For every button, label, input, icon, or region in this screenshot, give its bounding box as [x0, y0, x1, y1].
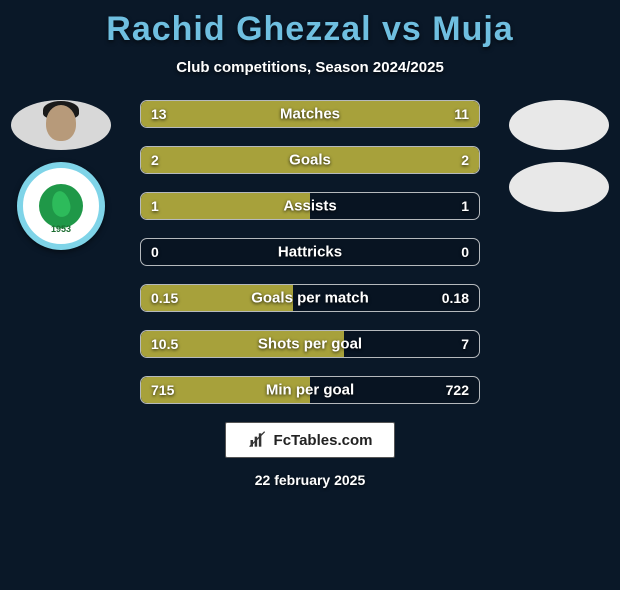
- stat-value-left: 2: [151, 152, 159, 168]
- stat-label: Goals per match: [251, 290, 369, 307]
- stat-value-right: 0.18: [442, 290, 469, 306]
- date-text: 22 february 2025: [0, 472, 620, 488]
- stat-row: 1 1 Assists: [140, 192, 480, 220]
- stat-label: Matches: [280, 106, 340, 123]
- comparison-content: 1953 1311Matches22Goals11Assists00Hattri…: [0, 100, 620, 404]
- stat-rows: 1311Matches22Goals11Assists00Hattricks0.…: [140, 100, 480, 404]
- stat-value-left: 13: [151, 106, 167, 122]
- stat-value-left: 10.5: [151, 336, 178, 352]
- stat-row: 715 722 Min per goal: [140, 376, 480, 404]
- stat-label: Goals: [289, 152, 331, 169]
- stat-fill-left: [141, 147, 310, 173]
- stat-row: 2 2 Goals: [140, 146, 480, 174]
- stat-value-right: 1: [461, 198, 469, 214]
- stat-value-right: 722: [446, 382, 469, 398]
- watermark-text: FcTables.com: [274, 432, 373, 449]
- stat-label: Min per goal: [266, 382, 354, 399]
- stat-value-right: 2: [461, 152, 469, 168]
- stat-row: 10.5 7 Shots per goal: [140, 330, 480, 358]
- right-player-column: [504, 100, 614, 212]
- stat-value-right: 11: [454, 106, 469, 122]
- stat-row: 0.15 0.18 Goals per match: [140, 284, 480, 312]
- stat-label: Hattricks: [278, 244, 342, 261]
- left-player-column: 1953: [6, 100, 116, 250]
- stat-row: 13 11 Matches: [140, 100, 480, 128]
- stat-value-right: 0: [461, 244, 469, 260]
- stat-label: Shots per goal: [258, 336, 362, 353]
- chart-icon: [248, 430, 268, 450]
- stat-value-right: 7: [461, 336, 469, 352]
- stat-label: Assists: [283, 198, 336, 215]
- stat-value-left: 0.15: [151, 290, 178, 306]
- stat-value-left: 1: [151, 198, 159, 214]
- stat-row: 0 0 Hattricks: [140, 238, 480, 266]
- player-right-avatar: [509, 100, 609, 150]
- stat-value-left: 715: [151, 382, 174, 398]
- player-left-club-badge: 1953: [17, 162, 105, 250]
- watermark: FcTables.com: [225, 422, 395, 458]
- stat-value-left: 0: [151, 244, 159, 260]
- subtitle: Club competitions, Season 2024/2025: [0, 59, 620, 76]
- club-year: 1953: [51, 224, 71, 234]
- page-title: Rachid Ghezzal vs Muja: [0, 10, 620, 49]
- player-right-club-badge: [509, 162, 609, 212]
- stat-fill-right: [310, 147, 479, 173]
- player-left-avatar: [11, 100, 111, 150]
